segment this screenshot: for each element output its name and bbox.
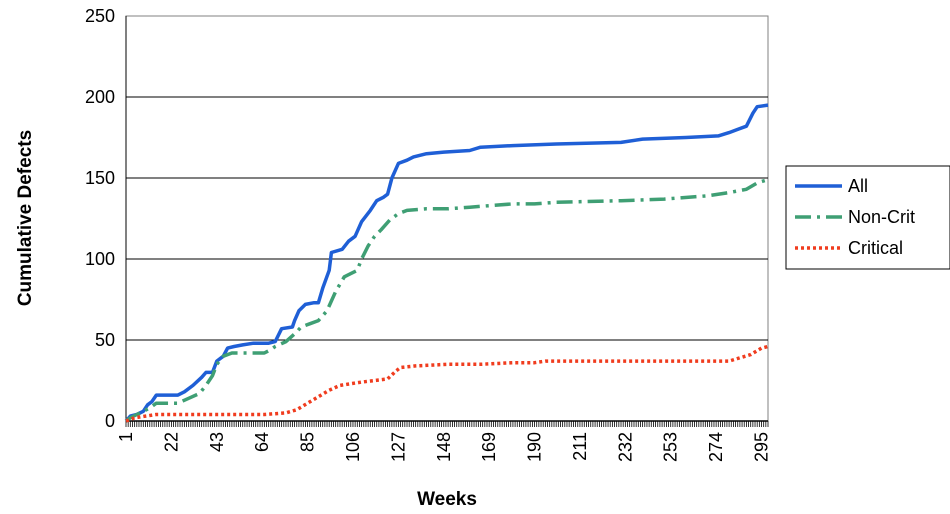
x-tick-label: 148 [434,432,454,462]
x-tick-label: 106 [343,432,363,462]
legend: All Non-Crit Critical [785,165,950,270]
x-tick-label: 1 [116,432,136,442]
x-tick-label: 64 [252,432,272,452]
y-tick-label: 100 [85,249,115,269]
y-axis-title: Cumulative Defects [15,130,36,306]
x-tick-label: 190 [525,432,545,462]
x-tick-label: 253 [661,432,681,462]
x-tick-label: 169 [479,432,499,462]
y-tick-label: 250 [85,6,115,26]
x-tick-label: 274 [706,432,726,462]
x-tick-label: 85 [298,432,318,452]
legend-label: Critical [848,238,903,258]
legend-box [785,165,950,270]
x-tick-label: 22 [161,432,181,452]
y-tick-label: 150 [85,168,115,188]
x-tick-label: 295 [752,432,772,462]
x-tick-label: 43 [207,432,227,452]
x-tick-label: 211 [570,432,590,461]
y-tick-label: 50 [95,330,115,350]
x-tick-label: 232 [615,432,635,462]
series-lines [124,103,769,423]
y-tick-label: 200 [85,87,115,107]
series-line-non-crit [124,177,769,423]
legend-label: All [848,176,868,196]
x-axis-tick-labels: 1 22 43 64 85 106 127 148 169 190 211 232 253 274 295 [116,432,772,462]
y-axis-tick-labels: 0 50 100 150 200 250 [85,6,115,431]
gridlines [125,16,769,427]
legend-label: Non-Crit [848,207,915,227]
series-line-all [124,103,769,423]
x-axis-title: Weeks [417,489,477,510]
y-tick-label: 0 [105,411,115,431]
x-tick-marks [125,421,769,427]
x-tick-label: 127 [388,432,408,462]
